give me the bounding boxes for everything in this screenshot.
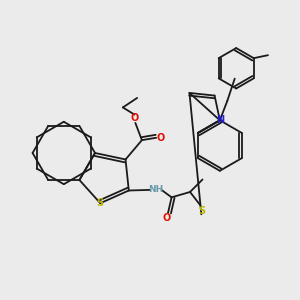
Text: S: S [97, 198, 104, 208]
Text: O: O [157, 133, 165, 143]
Text: S: S [198, 206, 206, 216]
Text: O: O [163, 213, 171, 223]
Text: N: N [216, 115, 224, 125]
Text: O: O [130, 112, 139, 123]
Text: NH: NH [148, 185, 164, 194]
